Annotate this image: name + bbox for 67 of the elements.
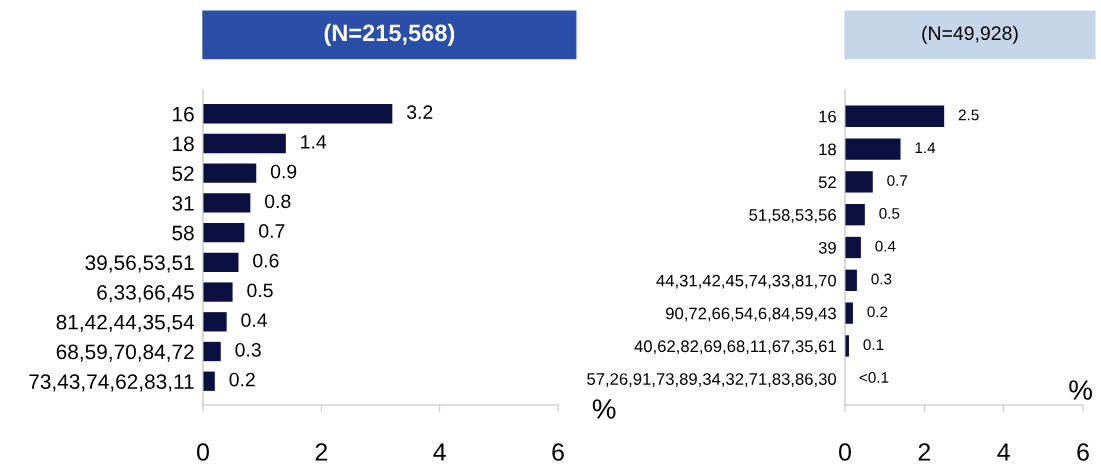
bar — [845, 138, 901, 160]
data-label: 0.3 — [235, 342, 261, 357]
bar — [203, 193, 251, 213]
y-tick-label: 18 — [819, 143, 836, 156]
bar — [845, 171, 873, 193]
y-tick-label: 31 — [172, 195, 194, 211]
x-tick-label: 6 — [552, 443, 564, 461]
y-tick-label: 39 — [818, 241, 836, 254]
data-label: 0.2 — [867, 306, 888, 318]
y-tick-label: 68,59,70,84,72 — [56, 344, 194, 362]
data-label: 0.5 — [879, 207, 900, 219]
y-tick-label: 39,56,53,51 — [85, 255, 194, 273]
x-axis-title: % — [592, 399, 616, 419]
chart-title: (N=215,568) — [324, 23, 455, 46]
x-tick-label: 0 — [197, 443, 209, 461]
bar — [203, 282, 233, 302]
y-tick-label: 57,26,91,73,89,34,32,71,83,86,30 — [587, 373, 837, 387]
y-tick-label: 73,43,74,62,83,11 — [29, 374, 194, 392]
data-label: 0.4 — [241, 313, 268, 328]
bar — [203, 133, 286, 154]
data-label: 2.5 — [958, 109, 979, 121]
data-label: 0.8 — [264, 194, 291, 209]
x-tick-label: 4 — [997, 443, 1010, 461]
data-label: 0.2 — [229, 372, 255, 387]
bar — [203, 222, 245, 243]
x-tick-label: 0 — [839, 443, 851, 461]
x-tick-label: 2 — [315, 443, 328, 461]
text: <0.1 — [859, 372, 889, 383]
data-label: 1.4 — [301, 135, 327, 149]
y-tick-label: 18 — [173, 136, 194, 152]
data-label: 0.1 — [863, 339, 884, 351]
x-axis-title: % — [1069, 380, 1092, 400]
data-label: 0.4 — [875, 240, 896, 252]
y-tick-label: 6,33,66,45 — [97, 285, 194, 303]
y-tick-label: 81,42,44,35,54 — [56, 314, 195, 333]
y-tick-label: 52 — [172, 166, 194, 181]
data-label: 3.2 — [406, 105, 433, 119]
x-tick-label: 6 — [1077, 443, 1089, 461]
x-tick-label: 4 — [433, 443, 446, 461]
bar — [203, 163, 257, 183]
bar — [845, 269, 857, 291]
bar — [845, 105, 945, 127]
data-label: 0.3 — [871, 273, 892, 285]
chart-title: (N=49,928) — [922, 25, 1018, 44]
bar — [845, 236, 861, 259]
bar — [203, 371, 215, 391]
bar — [845, 204, 865, 226]
bar — [203, 341, 221, 362]
bar — [203, 252, 239, 273]
data-label: 0.9 — [270, 164, 297, 179]
y-tick-label: 52 — [818, 176, 836, 189]
y-tick-label: 58 — [172, 225, 194, 241]
y-tick-label: 16 — [173, 106, 194, 122]
bar — [203, 104, 393, 124]
y-tick-label: 40,62,82,69,68,11,67,35,61 — [634, 340, 836, 355]
data-label: 0.7 — [259, 224, 285, 238]
data-label: 1.4 — [915, 142, 936, 154]
data-label: 0.7 — [887, 175, 908, 186]
y-tick-label: 16 — [819, 110, 836, 123]
bar — [845, 302, 853, 324]
y-tick-label: 51,58,53,56 — [749, 209, 836, 223]
x-tick-label: 2 — [918, 443, 931, 461]
data-label: 0.6 — [253, 253, 279, 268]
bar — [203, 312, 227, 332]
y-tick-label: 90,72,66,54,6,84,59,43 — [666, 307, 836, 322]
y-tick-label: 44,31,42,45,74,33,81,70 — [656, 274, 837, 289]
data-label: 0.5 — [247, 283, 273, 298]
